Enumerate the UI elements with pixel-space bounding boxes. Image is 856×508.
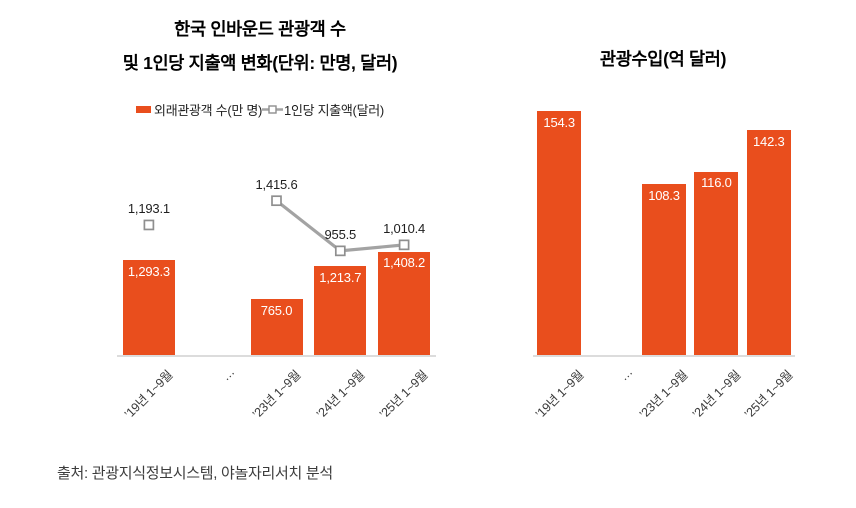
right-chart-title: 관광수입(억 달러) <box>493 42 833 76</box>
line-point-marker <box>334 245 346 257</box>
left-chart-title-line2: 및 1인당 지출액 변화(단위: 만명, 달러) <box>122 53 398 73</box>
bar-value-label: 154.3 <box>543 114 575 130</box>
line-point-value-label: 1,010.4 <box>383 220 426 236</box>
left-chart-legend: 외래관광객 수(만 명) 1인당 지출액(달러) <box>40 100 480 119</box>
bar-value-label: 1,408.2 <box>383 255 426 271</box>
bar-value-label: 116.0 <box>701 175 732 191</box>
left-chart-title: 한국 인바운드 관광객 수 및 1인당 지출액 변화(단위: 만명, 달러) <box>40 12 480 80</box>
bar-series-label: 외래관광객 수(만 명) <box>154 103 263 118</box>
x-axis-label: ’24년 1~9월 <box>313 367 368 422</box>
right-chart-x-axis-line <box>533 355 795 357</box>
left-chart-title-line1: 한국 인바운드 관광객 수 <box>174 19 346 39</box>
bar-’19년 1~9월 <box>122 259 175 355</box>
line-point-value-label: 1,193.1 <box>127 200 170 216</box>
right-chart-title-text: 관광수입(억 달러) <box>599 49 727 69</box>
x-axis-label: ’19년 1~9월 <box>532 367 586 422</box>
line-point-marker <box>143 219 155 231</box>
bar-value-label: 142.3 <box>753 133 785 149</box>
bar-value-label: 108.3 <box>648 187 680 203</box>
x-axis-label: … <box>218 365 237 384</box>
x-axis-label: ’25년 1~9월 <box>377 367 431 422</box>
x-axis-label: ’23년 1~9월 <box>249 367 304 422</box>
bar-’25년 1~9월 <box>378 251 431 355</box>
bar-’23년 1~9월 <box>250 298 303 355</box>
x-axis-label: … <box>616 365 636 384</box>
x-axis-label: ’23년 1~9월 <box>637 367 691 422</box>
bar-value-label: 765.0 <box>260 302 293 318</box>
legend-item-line-series: 1인당 지출액(달러) <box>262 100 384 119</box>
x-axis-label: ’24년 1~9월 <box>689 367 744 422</box>
bar-’24년 1~9월 <box>694 171 739 355</box>
bar-’24년 1~9월 <box>314 265 367 355</box>
line-point-value-label: 955.5 <box>324 226 357 242</box>
bar-value-label: 1,293.3 <box>127 263 170 279</box>
line-series-label: 1인당 지출액(달러) <box>284 103 384 118</box>
bar-’19년 1~9월 <box>537 110 582 355</box>
bar-’25년 1~9월 <box>746 129 791 355</box>
left-chart-plot-area: 1,293.3 765.0 1,213.7 1,408.2 1,193.1 1,415.6… <box>117 130 436 421</box>
x-axis-label: ’19년 1~9월 <box>122 367 176 422</box>
x-axis-label: ’25년 1~9월 <box>742 367 796 422</box>
source-note: 출처: 관광지식정보시스템, 야놀자리서치 분석 <box>57 465 333 482</box>
bar-series-swatch-icon <box>136 106 152 113</box>
line-series-marker-icon <box>262 105 284 114</box>
line-point-marker <box>271 195 282 207</box>
bar-value-label: 1,213.7 <box>319 269 362 285</box>
legend-item-bar-series: 외래관광객 수(만 명) <box>136 100 262 119</box>
bar-’23년 1~9월 <box>642 183 686 355</box>
line-point-marker <box>398 239 410 251</box>
right-chart-plot-area: 154.3 108.3 116.0 142.3’19년 1~9월… ’23년 1~9월’… <box>532 90 796 421</box>
line-point-value-label: 1,415.6 <box>255 176 298 192</box>
left-chart-x-axis-line <box>117 355 436 357</box>
